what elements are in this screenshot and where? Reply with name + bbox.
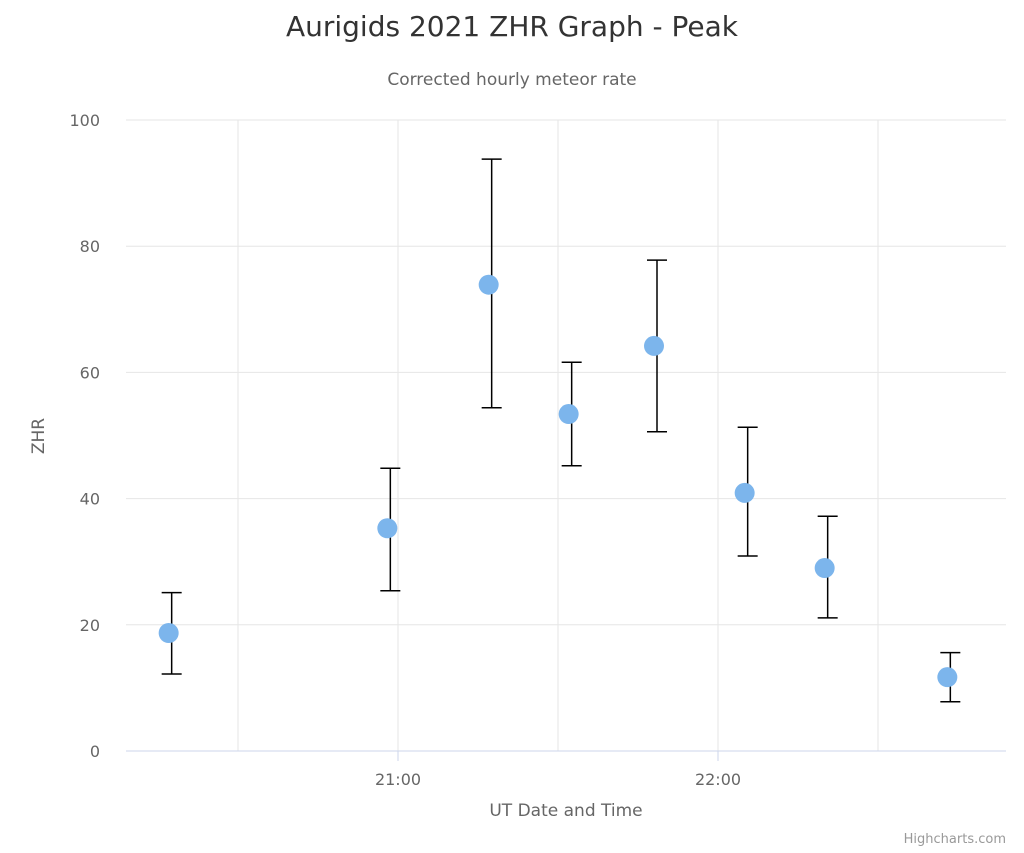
chart-subtitle: Corrected hourly meteor rate [387,70,637,90]
y-tick-label: 20 [80,616,100,635]
x-tick-label: 21:00 [375,770,421,789]
chart-title: Aurigids 2021 ZHR Graph - Peak [285,10,739,43]
y-tick-label: 40 [80,490,100,509]
axes: 0 20 40 60 80 100 21:00 22:00 [69,111,1006,789]
y-axis-title: ZHR [29,418,49,454]
data-point[interactable] [478,274,499,295]
data-point[interactable] [558,404,579,425]
y-tick-label: 60 [80,363,100,382]
data-point[interactable] [158,623,179,644]
data-points [158,274,958,688]
data-point[interactable] [734,482,755,503]
data-point[interactable] [377,518,398,539]
data-point[interactable] [814,558,835,579]
y-tick-label: 0 [90,742,100,761]
y-tick-label: 100 [69,111,100,130]
credits-link[interactable]: Highcharts.com [903,832,1006,847]
data-point[interactable] [937,667,958,688]
error-bars [161,158,961,703]
x-axis-title: UT Date and Time [489,801,642,821]
data-point[interactable] [644,335,664,356]
x-tick-label: 22:00 [695,770,741,789]
y-tick-label: 80 [80,237,100,256]
grid-lines [126,119,1006,751]
